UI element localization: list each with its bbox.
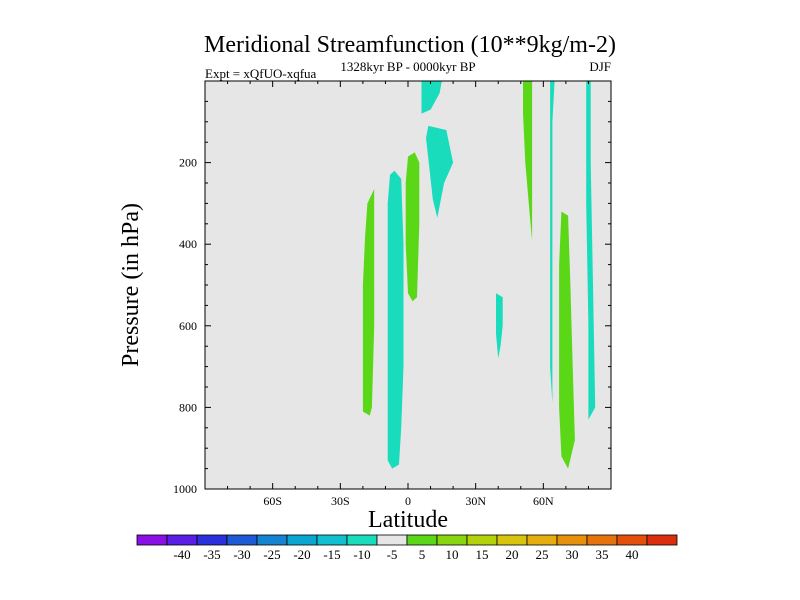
y-tick-label: 400: [179, 237, 197, 251]
contour-region-6: [586, 81, 596, 420]
chart-title: Meridional Streamfunction (10**9kg/m-2): [204, 32, 616, 58]
subtitle-experiment: Expt = xQfUO-xqfua: [205, 66, 317, 81]
x-axis-label: Latitude: [368, 507, 448, 533]
contour-region-10: [559, 211, 575, 469]
y-axis-label: Pressure (in hPa): [118, 203, 144, 367]
colorbar-swatch: [376, 534, 408, 546]
colorbar: -40 -35 -30 -25 -20 -15 -10 -5 5 10 15 20 25 30 35 40: [136, 534, 678, 562]
colorbar-swatch: [196, 534, 228, 546]
colorbar-swatch: [226, 534, 258, 546]
colorbar-label: -25: [263, 547, 280, 562]
colorbar-label: 20: [506, 547, 519, 562]
y-tick-label: 1000: [173, 482, 197, 496]
contour-region-7: [362, 189, 375, 416]
contour-region-1: [421, 81, 442, 114]
colorbar-swatch: [526, 534, 558, 546]
y-tick-label: 200: [179, 156, 197, 170]
x-tick-label: 30N: [465, 494, 486, 508]
y-tick-label: 800: [179, 400, 197, 414]
contour-region-9: [523, 81, 533, 241]
colorbar-label: 5: [419, 547, 426, 562]
contour-region-4: [496, 293, 503, 359]
colorbar-label: -15: [323, 547, 340, 562]
colorbar-label: 40: [626, 547, 639, 562]
contour-region-8: [405, 152, 420, 302]
colorbar-label: -5: [387, 547, 398, 562]
x-tick-label: 30S: [331, 494, 350, 508]
colorbar-swatch: [556, 534, 588, 546]
colorbar-swatch: [316, 534, 348, 546]
colorbar-label: -20: [293, 547, 310, 562]
colorbar-swatch: [136, 534, 168, 546]
colorbar-swatch: [346, 534, 378, 546]
colorbar-label: -30: [233, 547, 250, 562]
colorbar-label: -35: [203, 547, 220, 562]
subtitle-period: 1328kyr BP - 0000kyr BP: [340, 59, 475, 74]
colorbar-swatch: [586, 534, 618, 546]
colorbar-label: -40: [173, 547, 190, 562]
contour-region-2: [426, 125, 454, 218]
colorbar-swatch: [436, 534, 468, 546]
x-tick-label: 0: [405, 494, 411, 508]
y-tick-label: 600: [179, 319, 197, 333]
contour-regions: [362, 81, 596, 469]
colorbar-swatch: [496, 534, 528, 546]
colorbar-label: 25: [536, 547, 549, 562]
axis-ticks: 60S 30S 0 30N 60N 200 400 600 800 1000: [173, 80, 612, 508]
contour-region-5: [550, 81, 555, 404]
colorbar-swatch: [466, 534, 498, 546]
x-tick-label: 60S: [263, 494, 282, 508]
colorbar-swatch: [166, 534, 198, 546]
colorbar-swatch: [616, 534, 648, 546]
colorbar-label: 10: [446, 547, 459, 562]
colorbar-label: -10: [353, 547, 370, 562]
colorbar-swatch: [286, 534, 318, 546]
colorbar-swatch: [646, 534, 678, 546]
colorbar-swatch: [406, 534, 438, 546]
x-tick-label: 60N: [533, 494, 554, 508]
contour-region-3: [387, 170, 404, 469]
colorbar-label: 15: [476, 547, 489, 562]
colorbar-label: 35: [596, 547, 609, 562]
colorbar-label: 30: [566, 547, 579, 562]
colorbar-swatch: [256, 534, 288, 546]
subtitle-season: DJF: [589, 59, 611, 74]
